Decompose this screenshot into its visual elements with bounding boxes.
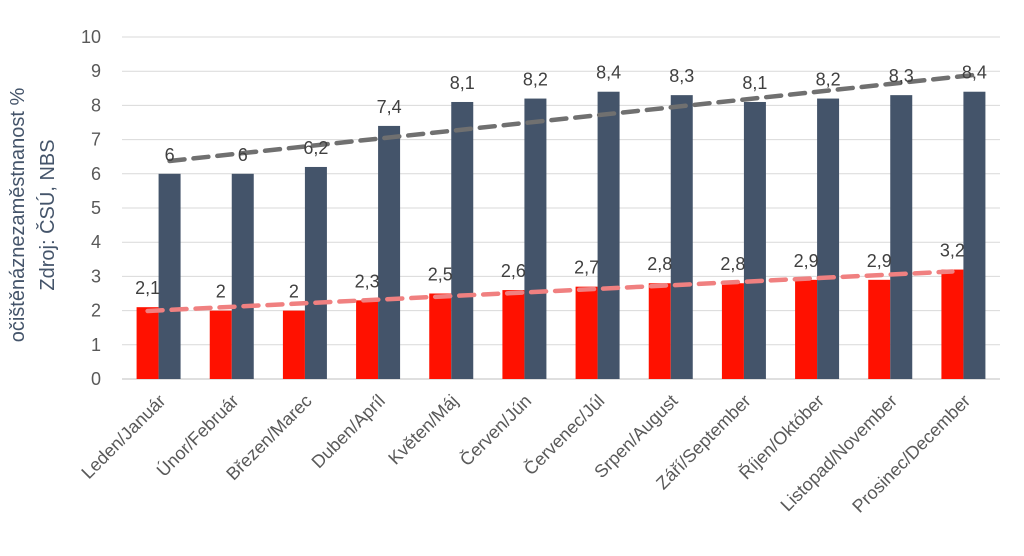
data-label: 2,8	[720, 254, 745, 274]
data-label: 3,2	[940, 241, 965, 261]
y-tick-label: 4	[91, 232, 101, 252]
bar	[451, 101, 474, 379]
y-tick-label: 0	[91, 369, 101, 389]
bar	[795, 279, 818, 379]
data-label: 2,1	[135, 278, 160, 298]
data-label: 8,1	[450, 73, 475, 93]
bar	[502, 290, 525, 379]
trendline	[167, 72, 977, 164]
data-label: 7,4	[377, 97, 402, 117]
data-label: 8,3	[889, 66, 914, 86]
data-label: 2,3	[355, 271, 380, 291]
y-axis-title-line1: očištěnáznezaměstnanost %	[7, 87, 29, 342]
data-label: 6	[165, 145, 175, 165]
data-label: 6,2	[303, 138, 328, 158]
bar	[231, 173, 254, 379]
y-tick-label: 1	[91, 335, 101, 355]
data-label: 2,6	[501, 261, 526, 281]
bar	[282, 310, 305, 379]
bar	[721, 283, 744, 379]
data-label: 2,8	[647, 254, 672, 274]
x-tick-label: Červen/Jún	[455, 390, 535, 470]
data-label: 8,3	[669, 66, 694, 86]
data-label: 8,1	[742, 73, 767, 93]
bar	[524, 98, 547, 379]
bar	[817, 98, 840, 379]
bar	[597, 91, 620, 379]
y-ticks: 0 1 2 3 4 5 6 7 8 9 10	[81, 27, 101, 389]
data-label: 2	[289, 282, 299, 302]
gridlines	[122, 36, 1000, 380]
y-tick-label: 6	[91, 164, 101, 184]
y-tick-label: 10	[81, 27, 101, 47]
data-label: 2,5	[428, 265, 453, 285]
data-labels: 2,1 2 2 2,3 2,5 2,6 2,7 2,8 2,8 2,9 2,9 3,2 6 6 6,2 7,4…	[135, 63, 987, 302]
data-label: 8,2	[523, 70, 548, 90]
trendline	[145, 269, 955, 314]
y-tick-label: 2	[91, 301, 101, 321]
y-tick-label: 8	[91, 95, 101, 115]
bar	[356, 300, 379, 379]
bar	[575, 286, 598, 379]
y-tick-label: 7	[91, 130, 101, 150]
bar	[941, 269, 964, 379]
data-label: 2,9	[867, 251, 892, 271]
data-label: 2,7	[574, 258, 599, 278]
bars	[136, 91, 986, 379]
data-label: 2	[216, 282, 226, 302]
bar	[868, 279, 891, 379]
data-label: 8,4	[962, 63, 987, 83]
trendlines	[145, 72, 977, 314]
bar	[136, 307, 159, 379]
x-tick-label: Duben/Apríl	[308, 391, 389, 472]
y-axis-title: očištěnáznezaměstnanost % Zdroj: ČSÚ, NB…	[7, 87, 59, 342]
bar	[378, 125, 401, 379]
bar	[304, 166, 327, 379]
x-ticks: Leden/JanuárÚnor/FebruárBřezen/MarecDube…	[77, 390, 974, 517]
bar	[670, 95, 693, 379]
x-tick-label: Květen/Máj	[384, 391, 462, 469]
bar	[963, 91, 986, 379]
bar	[743, 101, 766, 379]
data-label: 8,2	[816, 70, 841, 90]
bar	[648, 283, 671, 379]
bar	[429, 293, 452, 379]
y-tick-label: 5	[91, 198, 101, 218]
y-tick-label: 9	[91, 61, 101, 81]
data-label: 6	[238, 145, 248, 165]
data-label: 8,4	[596, 63, 621, 83]
bar	[158, 173, 181, 379]
bar	[209, 310, 232, 379]
y-axis-title-line2: Zdroj: ČSÚ, NBS	[36, 139, 59, 290]
y-tick-label: 3	[91, 266, 101, 286]
data-label: 2,9	[794, 251, 819, 271]
bar	[890, 95, 913, 379]
